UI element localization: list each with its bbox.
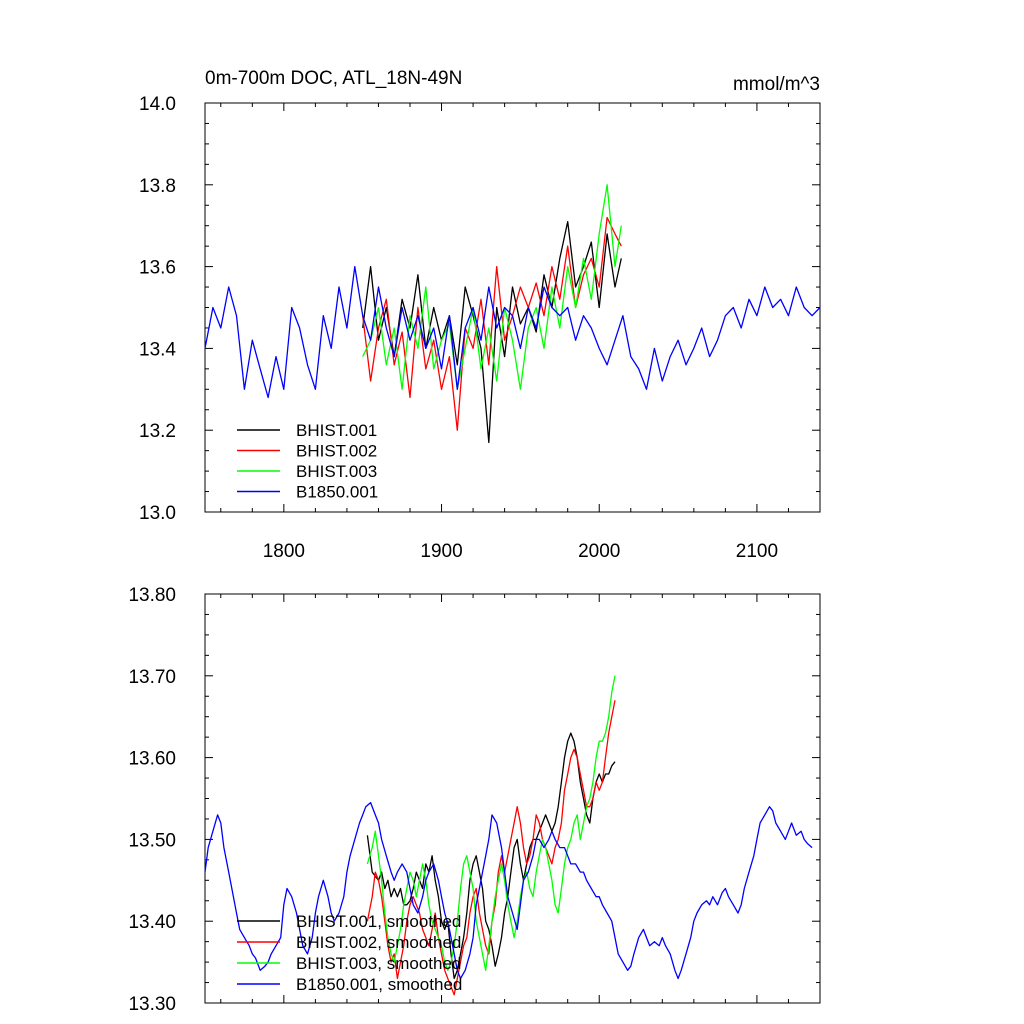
top-panel: 0m-700m DOC, ATL_18N-49N mmol/m^3 13.013… — [139, 68, 821, 562]
bottom-ytick-label: 13.50 — [128, 830, 176, 851]
top-ytick-label: 13.2 — [139, 421, 176, 442]
top-series-line-3 — [362, 184, 622, 390]
bottom-legend: BHIST.001, smoothed BHIST.002, smoothed BH… — [237, 912, 462, 994]
top-ytick-label: 13.8 — [139, 176, 176, 197]
top-ytick-label: 13.6 — [139, 258, 176, 279]
bottom-legend-label-3: BHIST.003, smoothed — [296, 954, 461, 973]
top-title-right: mmol/m^3 — [733, 74, 820, 95]
top-ytick-label: 14.0 — [139, 94, 176, 115]
bottom-legend-label-1: BHIST.001, smoothed — [296, 912, 461, 931]
bottom-panel: 13.30 13.40 13.50 13.60 13.70 13.80 BHIST.001… — [128, 585, 821, 1015]
bottom-series-line-3 — [366, 675, 616, 971]
top-ytick-label: 13.4 — [139, 339, 176, 360]
bottom-ytick-label: 13.60 — [128, 749, 176, 770]
top-xtick-label: 1900 — [420, 541, 462, 562]
bottom-ytick-label: 13.80 — [128, 585, 176, 606]
bottom-ytick-label: 13.40 — [128, 912, 176, 933]
top-xtick-label: 1800 — [263, 541, 305, 562]
bottom-series-line-1 — [366, 732, 616, 980]
bottom-ytick-label: 13.30 — [128, 994, 176, 1015]
top-series-line-1 — [362, 220, 622, 444]
top-legend-label-4: B1850.001 — [296, 483, 378, 502]
top-ticks: 13.0 13.2 13.4 13.6 13.8 14.0 1800 1900 2000 2100 — [139, 94, 821, 562]
top-ytick-label: 13.0 — [139, 503, 176, 524]
top-title-left: 0m-700m DOC, ATL_18N-49N — [205, 68, 462, 89]
top-series-line-2 — [362, 216, 622, 431]
bottom-legend-label-4: B1850.001, smoothed — [296, 975, 462, 994]
top-series-group — [204, 184, 821, 444]
bottom-series-group — [204, 675, 813, 996]
top-xtick-label: 2100 — [736, 541, 778, 562]
bottom-ytick-label: 13.70 — [128, 667, 176, 688]
top-legend-label-3: BHIST.003 — [296, 462, 377, 481]
top-series-line-4 — [204, 265, 821, 399]
bottom-series-line-4 — [204, 801, 813, 980]
top-legend-label-2: BHIST.002 — [296, 442, 377, 461]
top-legend-label-1: BHIST.001 — [296, 421, 377, 440]
bottom-ticks: 13.30 13.40 13.50 13.60 13.70 13.80 — [128, 585, 821, 1015]
top-xtick-label: 2000 — [578, 541, 620, 562]
bottom-legend-label-2: BHIST.002, smoothed — [296, 933, 461, 952]
